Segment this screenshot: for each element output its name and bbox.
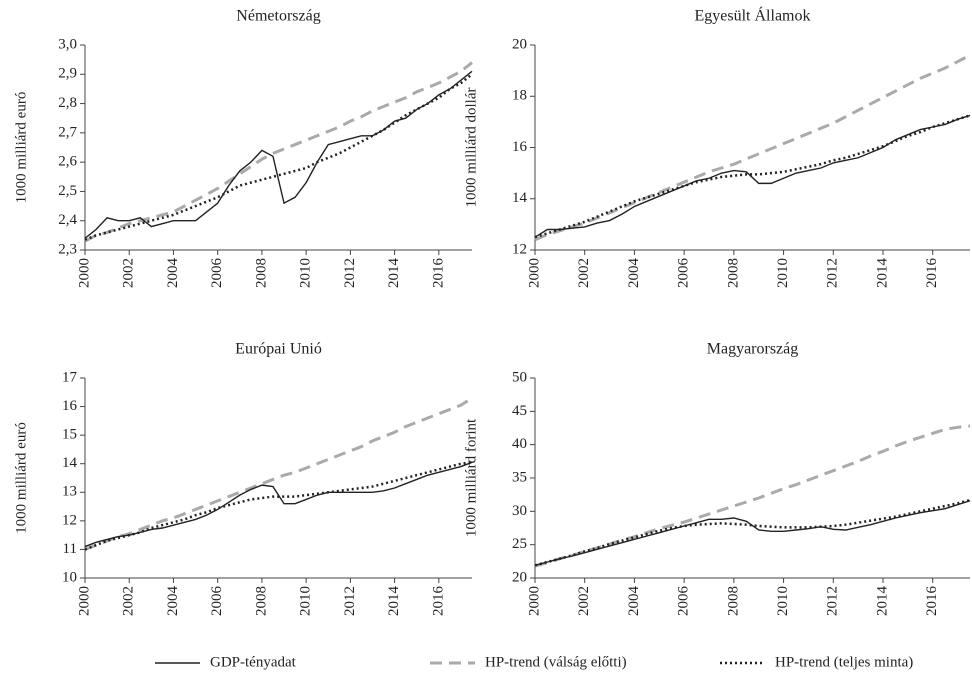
series-line (84, 461, 473, 551)
x-tick-label: 2004 (626, 586, 642, 617)
y-tick-label: 2,3 (58, 241, 77, 257)
x-tick-label: 2012 (342, 258, 358, 288)
y-tick-label: 2,9 (58, 66, 77, 82)
y-tick-label: 25 (512, 536, 527, 552)
y-tick-label: 18 (512, 88, 527, 104)
legend-label: HP-trend (válság előtti) (485, 654, 627, 670)
series-line (534, 424, 971, 568)
y-tick-label: 45 (512, 403, 527, 419)
y-tick-label: 50 (512, 369, 527, 385)
y-tick-label: 15 (62, 427, 77, 443)
y-tick-label: 14 (62, 455, 78, 471)
x-tick-label: 2006 (209, 258, 225, 289)
y-tick-label: 16 (62, 398, 78, 414)
y-tick-label: 2,8 (58, 95, 77, 111)
x-tick-label: 2014 (386, 258, 402, 289)
series-line (84, 73, 473, 241)
series-line (84, 61, 473, 243)
series-line (534, 114, 971, 238)
legend-label: HP-trend (teljes minta) (775, 654, 913, 670)
legend-label: GDP-tényadat (210, 654, 297, 670)
series-line (534, 114, 971, 239)
y-tick-label: 10 (62, 569, 77, 585)
y-axis-label: 1000 milliárd euró (13, 92, 29, 204)
x-tick-label: 2016 (430, 258, 446, 289)
x-tick-label: 2000 (76, 586, 92, 616)
chart-title: Európai Unió (235, 341, 322, 358)
x-tick-label: 2006 (676, 258, 692, 289)
x-tick-label: 2016 (924, 258, 940, 289)
series-line (84, 461, 473, 548)
series-line (84, 396, 473, 551)
y-tick-label: 2,6 (58, 154, 77, 170)
x-tick-label: 2006 (676, 586, 692, 617)
x-tick-label: 2004 (626, 258, 642, 289)
x-tick-label: 2012 (825, 258, 841, 288)
series-line (84, 70, 473, 239)
y-tick-label: 12 (62, 512, 77, 528)
y-tick-label: 40 (512, 436, 527, 452)
x-tick-label: 2012 (342, 586, 358, 616)
y-tick-label: 13 (62, 484, 77, 500)
chart-title: Magyarország (707, 341, 799, 358)
x-tick-label: 2016 (430, 586, 446, 617)
x-tick-label: 2000 (526, 586, 542, 616)
x-tick-label: 2000 (526, 258, 542, 288)
x-tick-label: 2008 (725, 258, 741, 288)
y-tick-label: 2,4 (58, 212, 77, 228)
y-axis-label: 1000 milliárd dollár (463, 88, 479, 208)
y-tick-label: 20 (512, 569, 527, 585)
x-tick-label: 2014 (874, 586, 890, 617)
y-tick-label: 11 (63, 541, 77, 557)
x-tick-label: 2010 (298, 258, 314, 288)
y-tick-label: 14 (512, 190, 528, 206)
x-tick-label: 2016 (924, 586, 940, 617)
series-line (534, 53, 971, 242)
y-tick-label: 2,7 (58, 124, 77, 140)
x-tick-label: 2004 (165, 586, 181, 617)
chart-title: Egyesült Államok (695, 6, 811, 25)
y-axis-label: 1000 milliárd forint (463, 418, 479, 537)
y-tick-label: 2,5 (58, 183, 77, 199)
x-tick-label: 2008 (253, 258, 269, 288)
x-tick-label: 2014 (874, 258, 890, 289)
x-tick-label: 2002 (121, 586, 137, 616)
x-tick-label: 2006 (209, 586, 225, 617)
y-tick-label: 20 (512, 36, 527, 52)
x-tick-label: 2002 (121, 258, 137, 288)
y-tick-label: 16 (512, 139, 528, 155)
series-line (534, 500, 971, 567)
x-tick-label: 2002 (576, 586, 592, 616)
y-tick-label: 30 (512, 503, 527, 519)
x-tick-label: 2008 (725, 586, 741, 616)
x-tick-label: 2008 (253, 586, 269, 616)
x-tick-label: 2000 (76, 258, 92, 288)
y-tick-label: 35 (512, 469, 527, 485)
chart-title: Németország (236, 8, 320, 25)
y-tick-label: 3,0 (58, 36, 77, 52)
x-tick-label: 2014 (386, 586, 402, 617)
series-line (534, 498, 971, 567)
x-tick-label: 2004 (165, 258, 181, 289)
y-tick-label: 17 (62, 369, 78, 385)
x-tick-label: 2010 (298, 586, 314, 616)
x-tick-label: 2012 (825, 586, 841, 616)
x-tick-label: 2010 (775, 586, 791, 616)
x-tick-label: 2002 (576, 258, 592, 288)
y-tick-label: 12 (512, 241, 527, 257)
x-tick-label: 2010 (775, 258, 791, 288)
y-axis-label: 1000 milliárd euró (13, 422, 29, 534)
